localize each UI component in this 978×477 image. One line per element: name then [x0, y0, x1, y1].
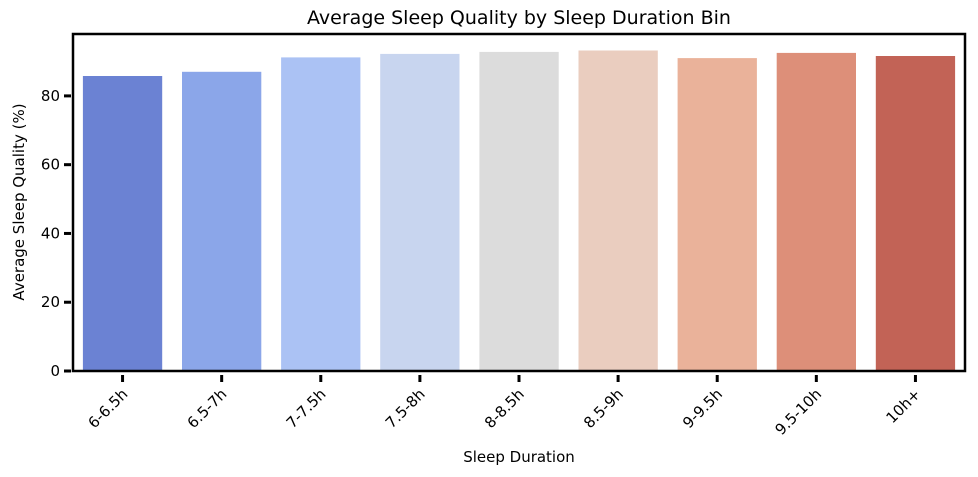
- y-tick-label: 80: [41, 87, 60, 105]
- y-tick-label: 20: [41, 293, 60, 311]
- x-tick-label: 7-7.5h: [283, 385, 330, 432]
- y-axis-label: Average Sleep Quality (%): [10, 103, 28, 300]
- bar-8-8.5h: [479, 51, 559, 372]
- y-tick-label: 60: [41, 156, 60, 174]
- y-tick-label: 40: [41, 224, 60, 242]
- x-tick-label: 10h+: [882, 385, 924, 427]
- x-tick-label: 7.5-8h: [382, 385, 429, 432]
- bar-6.5-7h: [182, 71, 262, 372]
- bar-10h+: [875, 56, 956, 371]
- bar-9.5-10h: [776, 52, 856, 372]
- x-tick-label: 9-9.5h: [679, 385, 726, 432]
- x-tick-label: 8-8.5h: [481, 385, 528, 432]
- bar-6-6.5h: [82, 76, 163, 371]
- x-tick-label: 9.5-10h: [772, 385, 826, 439]
- bar-8.5-9h: [578, 50, 658, 371]
- bar-7.5-8h: [380, 53, 460, 372]
- y-tick-label: 0: [50, 362, 60, 380]
- x-tick-label: 6.5-7h: [184, 385, 231, 432]
- chart-title: Average Sleep Quality by Sleep Duration …: [307, 7, 731, 29]
- bar-9-9.5h: [677, 58, 757, 371]
- x-tick-label: 8.5-9h: [580, 385, 627, 432]
- x-tick-label: 6-6.5h: [84, 385, 131, 432]
- plot-frame: [71, 32, 967, 373]
- bars-layer: [82, 50, 956, 372]
- bar-7-7.5h: [281, 57, 361, 372]
- x-axis-label: Sleep Duration: [463, 448, 575, 466]
- x-axis: 6-6.5h 6.5-7h 7-7.5h 7.5-8h 8-8.5h 8.5-9h 9-9.…: [84, 375, 924, 439]
- y-axis: 0 20 40 60 80: [41, 87, 71, 380]
